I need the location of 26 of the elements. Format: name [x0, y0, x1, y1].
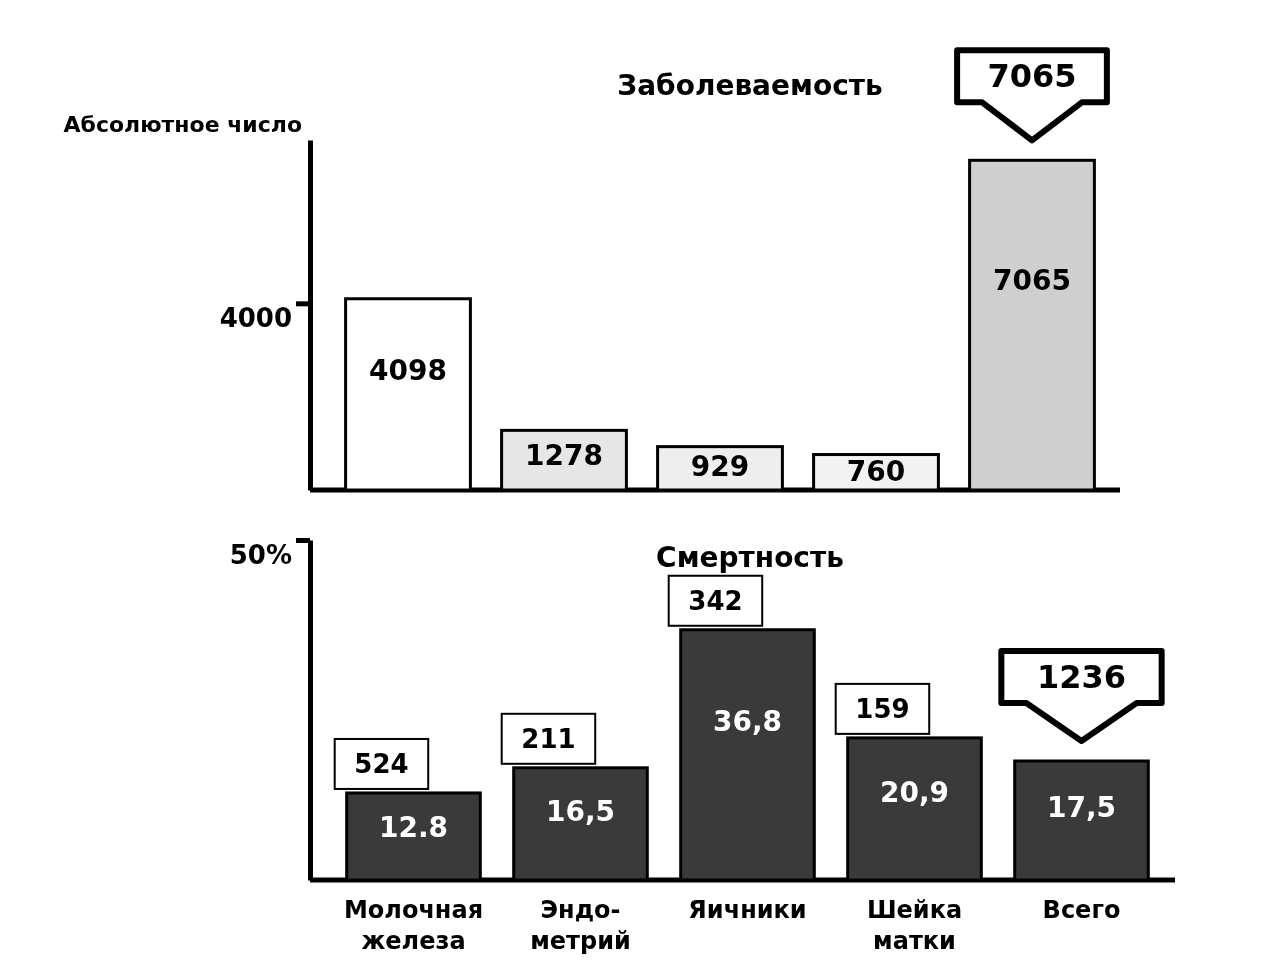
data-label: 12.8: [378, 811, 449, 845]
chart-title: Заболеваемость: [617, 69, 883, 102]
data-label: 36,8: [712, 705, 783, 739]
data-label: 760: [846, 454, 906, 488]
annotation: 342: [688, 585, 743, 616]
y-axis-title: Абсолютное число: [63, 112, 302, 137]
data-label: 929: [690, 449, 750, 483]
text: 7065: [987, 57, 1077, 96]
x-tick-label: Всего: [1042, 896, 1121, 924]
x-tick-label: Яичники: [688, 896, 807, 924]
annotation: 159: [855, 693, 910, 724]
x-tick-label: Эндо- метрий: [530, 896, 631, 956]
y-tick-label: 50%: [229, 539, 292, 570]
data-label: 17,5: [1046, 790, 1117, 824]
annotation: 211: [521, 723, 576, 754]
annotation: 1236: [1036, 658, 1127, 696]
data-label: 1278: [525, 439, 603, 473]
data-label: 16,5: [545, 795, 616, 829]
y-tick-label: 4000: [219, 303, 292, 334]
x-tick-label: Шейка матки: [866, 896, 963, 956]
chart-title: Смертность: [656, 541, 844, 574]
data-label: 20,9: [879, 775, 950, 809]
x-tick-label: Молочная железа: [343, 896, 484, 956]
data-label: 7065: [993, 263, 1071, 297]
data-label: 4098: [369, 353, 447, 387]
annotation: 524: [354, 748, 409, 779]
